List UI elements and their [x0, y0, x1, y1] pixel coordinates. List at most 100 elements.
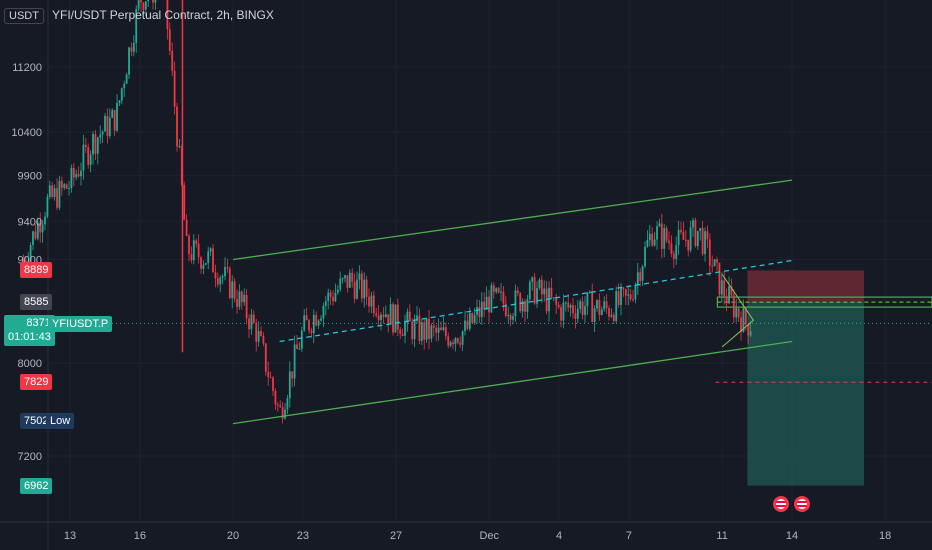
candle-down [272, 377, 274, 391]
candle-up [485, 296, 488, 310]
candle-up [68, 188, 70, 190]
candle-up [699, 228, 702, 231]
candle-down [740, 317, 742, 332]
price-tick-label: 8000 [18, 358, 42, 370]
time-tick-label: 23 [297, 530, 309, 542]
candle-down [188, 235, 190, 255]
candle-down [737, 308, 740, 318]
candle-down [432, 325, 435, 328]
candle-up [593, 308, 596, 322]
candle-down [22, 260, 25, 262]
candle-up [420, 322, 423, 341]
candle-down [624, 289, 627, 296]
time-tick-label: 4 [556, 530, 562, 542]
candle-down [711, 265, 714, 267]
candle-down [183, 184, 186, 220]
channel-mid-line [279, 259, 793, 343]
candle-down [725, 297, 728, 304]
candle-down [267, 371, 270, 378]
candle-down [214, 272, 217, 279]
candle-up [735, 308, 738, 318]
candle-down [360, 273, 363, 299]
currency-button[interactable]: USDT [4, 8, 44, 24]
candle-up [512, 316, 514, 320]
candle-down [540, 279, 543, 295]
candle-up [689, 227, 692, 251]
candle-down [557, 304, 560, 308]
candle-down [281, 406, 284, 419]
candle-up [339, 278, 342, 290]
candle-up [586, 292, 589, 307]
candle-down [252, 314, 255, 323]
candle-down [684, 239, 687, 241]
candle-up [495, 288, 498, 292]
candle-up [600, 309, 603, 315]
candle-up [53, 188, 56, 197]
candle-down [744, 307, 747, 325]
time-tick-label: 14 [786, 530, 798, 542]
candle-down [497, 288, 500, 293]
candle-up [104, 115, 106, 132]
candle-down [545, 288, 548, 312]
time-axis[interactable]: 13 16 20 23 27 Dec 4 7 11 14 18 [64, 530, 891, 542]
candle-up [341, 278, 344, 280]
time-tick-label: 18 [879, 530, 891, 542]
candle-down [629, 294, 632, 300]
candle-down [329, 292, 332, 297]
candle-up [48, 185, 51, 197]
candle-down [706, 231, 709, 240]
us-flag-event-icon[interactable] [792, 494, 812, 514]
candle-down [248, 318, 250, 330]
candle-up [461, 331, 464, 345]
candle-up [336, 289, 339, 293]
candle-up [317, 320, 320, 326]
candle-up [468, 312, 471, 329]
candle-down [396, 304, 399, 330]
candle-down [605, 301, 608, 309]
candle-up [531, 277, 534, 282]
candle-up [596, 300, 598, 309]
entry-price-tag: 8585 [20, 294, 53, 310]
candle-up [358, 273, 361, 280]
candle-down [51, 185, 54, 197]
candle-down [56, 188, 58, 208]
us-flag-event-icon[interactable] [771, 494, 791, 514]
candle-up [704, 231, 706, 255]
candle-down [598, 300, 601, 315]
candle-up [154, 0, 157, 3]
price-tick-label: 7200 [18, 451, 42, 463]
candle-down [34, 231, 37, 239]
level-price-tag: 7829 [20, 374, 53, 390]
candle-up [147, 0, 150, 2]
target-price-tag: 6962 [20, 478, 53, 494]
candle-up [648, 233, 651, 241]
candle-up [646, 240, 649, 247]
candle-down [651, 233, 654, 246]
candle-down [550, 287, 553, 298]
candle-up [207, 251, 210, 264]
candle-up [562, 302, 565, 321]
candle-down [632, 299, 634, 301]
candle-up [116, 102, 118, 131]
candle-down [113, 110, 116, 131]
candle-down [216, 278, 219, 285]
candle-down [533, 277, 536, 304]
candle-down [130, 47, 133, 52]
candle-down [560, 307, 562, 321]
candle-down [574, 313, 577, 319]
low-price-tag: 7502 [20, 413, 53, 429]
candle-up [75, 174, 78, 178]
candle-up [370, 295, 373, 307]
candle-up [137, 0, 140, 9]
candle-down [509, 315, 512, 320]
candle-down [408, 311, 411, 322]
candle-up [413, 320, 416, 340]
price-tick-label: 9400 [18, 216, 42, 228]
candle-down [716, 259, 718, 263]
candle-up [576, 308, 579, 319]
candle-up [394, 304, 397, 333]
candle-down [140, 0, 142, 3]
